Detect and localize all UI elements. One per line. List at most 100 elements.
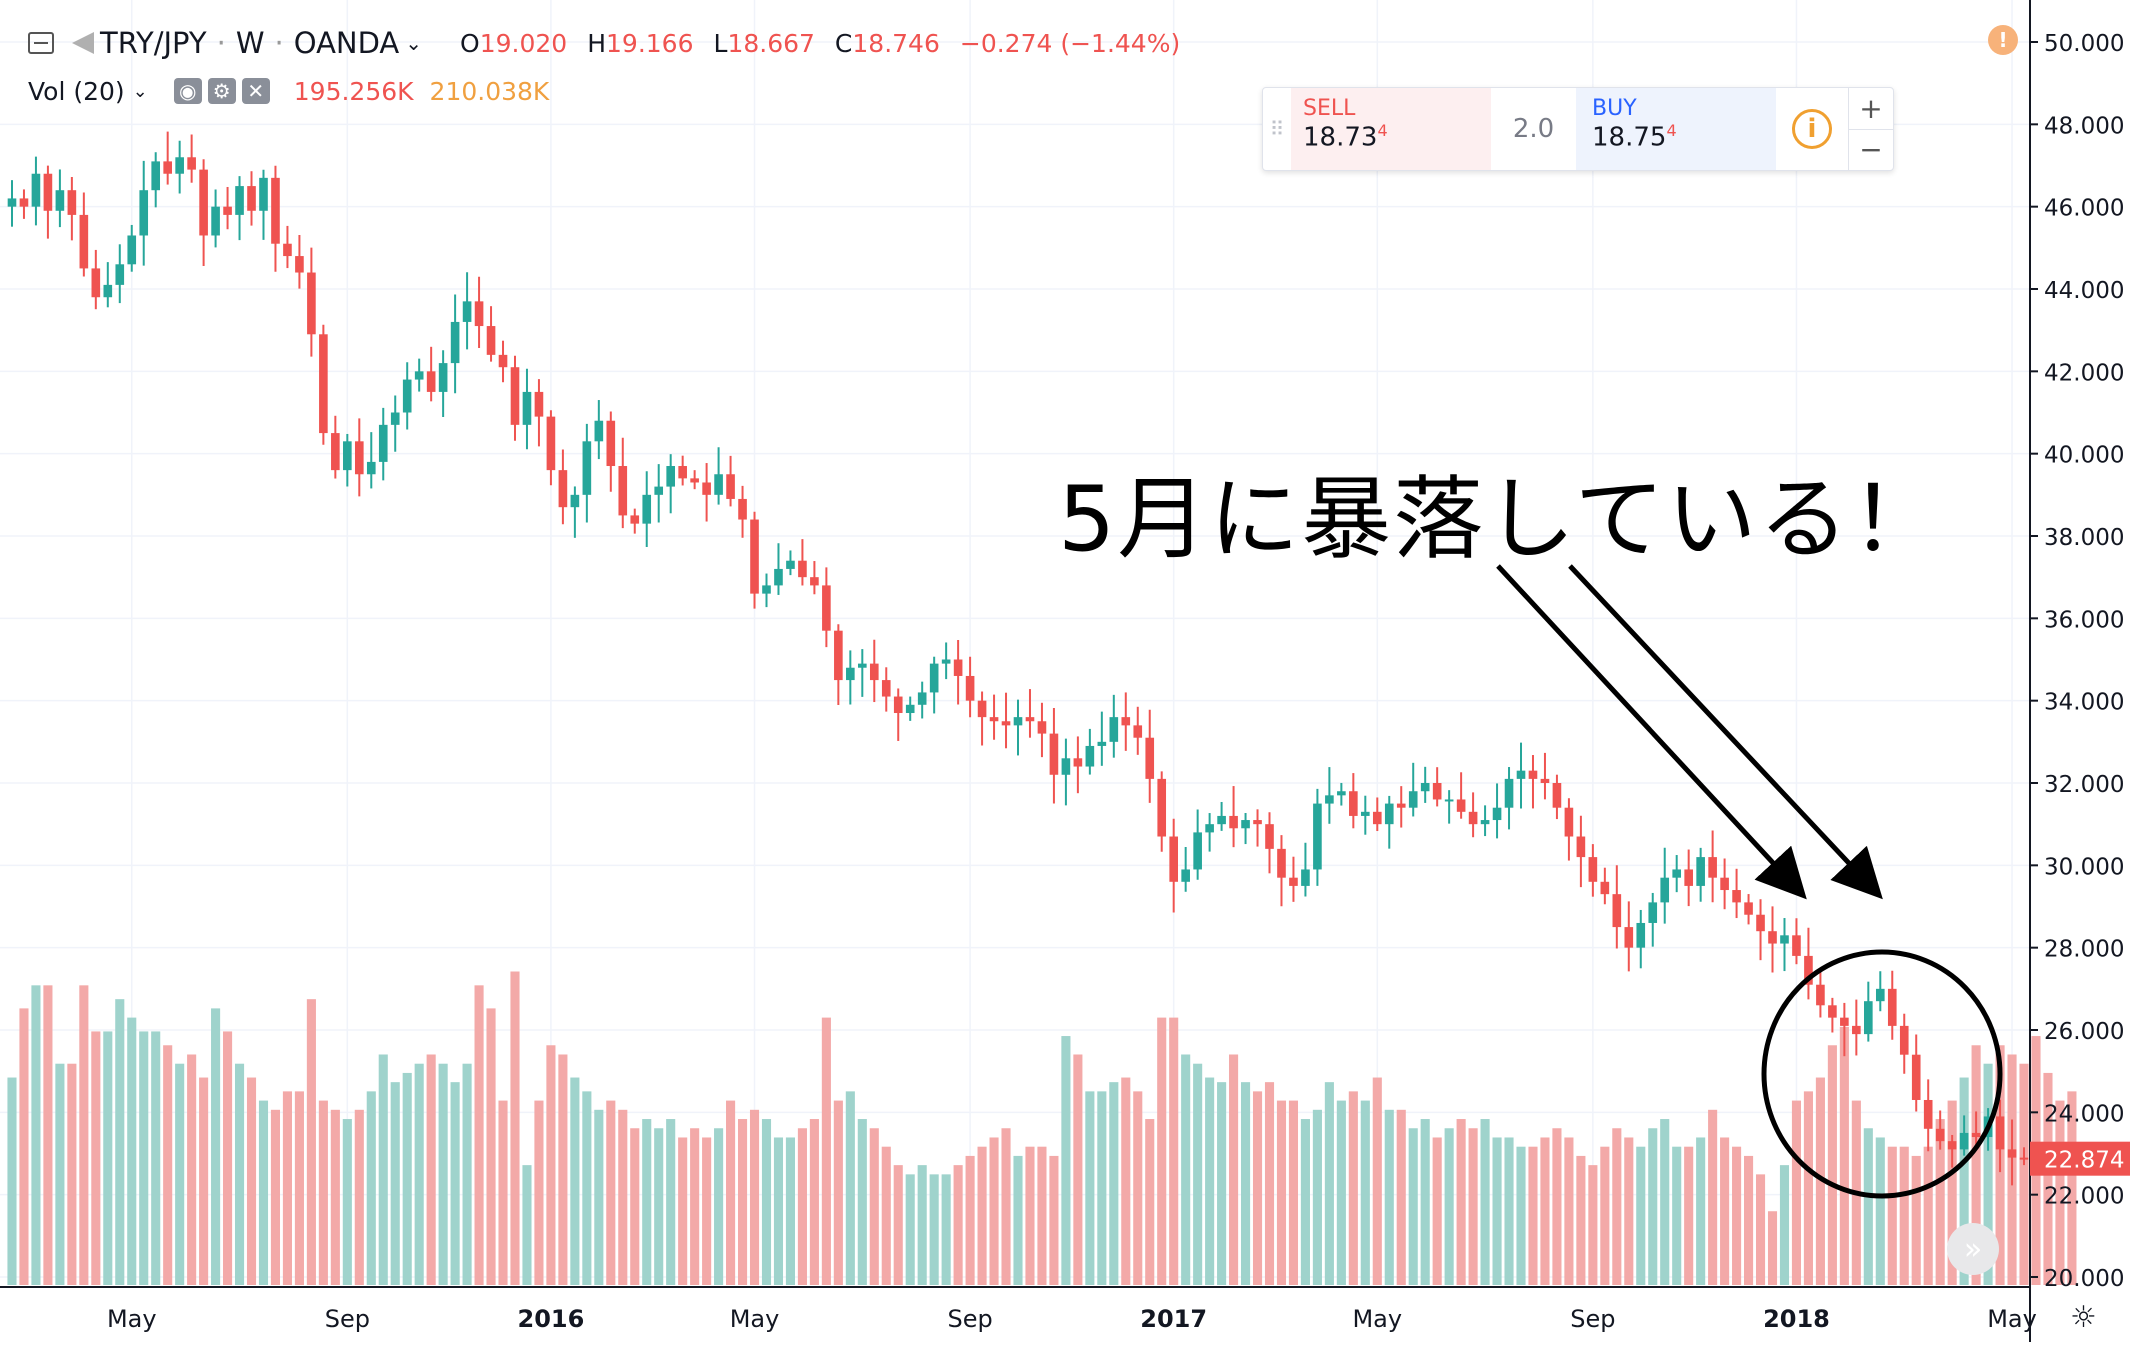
time-tick-label: Sep (325, 1305, 370, 1333)
minus-button[interactable]: − (1849, 128, 1893, 171)
info-button[interactable]: i (1776, 88, 1848, 170)
warning-icon[interactable]: ! (1988, 25, 2018, 55)
candle-body (1911, 1054, 1921, 1100)
volume-bar (1432, 1137, 1442, 1285)
candle-body (115, 264, 125, 285)
chevron-down-icon[interactable]: ⌄ (132, 80, 148, 102)
interval-label[interactable]: W (235, 26, 265, 60)
volume-bar (1288, 1100, 1299, 1285)
volume-bar (1552, 1128, 1562, 1285)
volume-bar (1564, 1137, 1574, 1285)
volume-bar (1025, 1146, 1035, 1285)
candle-body (211, 206, 220, 236)
price-tick-label: 24.000 (2044, 1101, 2124, 1127)
volume-bar (1109, 1082, 1119, 1285)
sell-button[interactable]: SELL 18.734 (1291, 88, 1491, 170)
settings-gear-icon[interactable]: ☼ (2070, 1300, 2097, 1335)
candle-body (654, 486, 664, 495)
volume-bar (845, 1091, 855, 1285)
volume-bar (1887, 1146, 1897, 1285)
plus-button[interactable]: + (1859, 91, 1883, 125)
price-tick-label: 44.000 (2044, 278, 2124, 304)
candle-body (1037, 721, 1047, 734)
quantity-stepper: + − (1848, 88, 1893, 170)
volume-bar (1540, 1137, 1550, 1285)
volume-bar (1720, 1137, 1730, 1285)
candle-body (1001, 721, 1011, 726)
candle-body (1444, 799, 1454, 802)
volume-bar (318, 1100, 328, 1285)
volume-bar (2067, 1091, 2077, 1285)
volume-bar (857, 1119, 867, 1285)
candle-body (1229, 815, 1238, 829)
volume-bar (989, 1137, 999, 1285)
symbol-name[interactable]: TRY/JPY (100, 26, 207, 60)
price-tick-label: 36.000 (2044, 607, 2124, 633)
volume-bar (654, 1128, 664, 1285)
candle-body (378, 424, 388, 462)
price-tick-label: 40.000 (2044, 443, 2124, 469)
eye-icon[interactable]: ◉ (173, 78, 202, 104)
volume-bar (522, 1165, 532, 1285)
volume-bar (199, 1077, 209, 1285)
volume-bar (666, 1119, 676, 1285)
candle-body (1588, 857, 1598, 882)
volume-bar (1516, 1146, 1526, 1285)
candle-body (1289, 877, 1298, 886)
candle-body (1145, 737, 1155, 779)
candle-body (1552, 783, 1562, 808)
candle-body (1564, 807, 1574, 837)
volume-bar (1947, 1100, 1957, 1285)
candle-body (163, 161, 172, 174)
collapse-icon[interactable] (28, 32, 54, 54)
volume-bar (714, 1128, 724, 1285)
time-tick-label: Sep (947, 1305, 992, 1333)
volume-bar (1073, 1054, 1083, 1285)
volume-bar (1911, 1155, 1921, 1285)
gear-icon[interactable]: ⚙ (207, 78, 236, 104)
volume-bar (115, 999, 125, 1285)
volume-bar (163, 1045, 173, 1285)
time-tick-label: May (730, 1305, 780, 1333)
close-icon[interactable]: ✕ (241, 78, 270, 104)
volume-bar (330, 1109, 340, 1285)
candle-body (1396, 803, 1406, 808)
volume-bar (905, 1174, 915, 1285)
scroll-to-realtime-button[interactable]: » (1947, 1223, 1999, 1275)
volume-bar (1935, 1119, 1945, 1285)
candle-body (953, 659, 963, 676)
volume-bar (1684, 1146, 1694, 1285)
time-tick-label: May (1352, 1305, 1402, 1333)
candle-body (91, 268, 101, 298)
volume-bar (139, 1031, 149, 1285)
candle-body (666, 466, 675, 487)
chevron-down-icon[interactable]: ⌄ (405, 31, 423, 55)
candle-body (834, 630, 843, 681)
candle-body (1025, 717, 1035, 722)
drag-handle-icon[interactable]: ⠿ (1269, 117, 1285, 141)
volume-bar (1767, 1211, 1778, 1285)
candle-body (1061, 758, 1071, 775)
exchange-label[interactable]: OANDA (293, 26, 400, 60)
volume-bar (258, 1100, 269, 1285)
candle-body (223, 206, 232, 215)
candle-body (690, 478, 699, 483)
flag-icon (72, 32, 94, 54)
candle-body (1253, 820, 1262, 825)
volume-bar (797, 1128, 807, 1285)
volume-bar (1504, 1137, 1514, 1285)
price-tick-label: 30.000 (2044, 854, 2124, 880)
volume-bar (1983, 1063, 1993, 1285)
candle-body (1576, 836, 1586, 858)
volume-bar (761, 1119, 772, 1285)
volume-label[interactable]: Vol (20) (28, 76, 125, 106)
candle-body (1456, 799, 1466, 812)
candle-body (1504, 778, 1514, 808)
annotation-text: 5月に暴落している！ (1058, 467, 1943, 572)
buy-button[interactable]: BUY 18.754 (1576, 88, 1776, 170)
volume-bar (19, 1008, 29, 1285)
volume-bar (1049, 1155, 1059, 1285)
candle-body (1540, 778, 1550, 783)
